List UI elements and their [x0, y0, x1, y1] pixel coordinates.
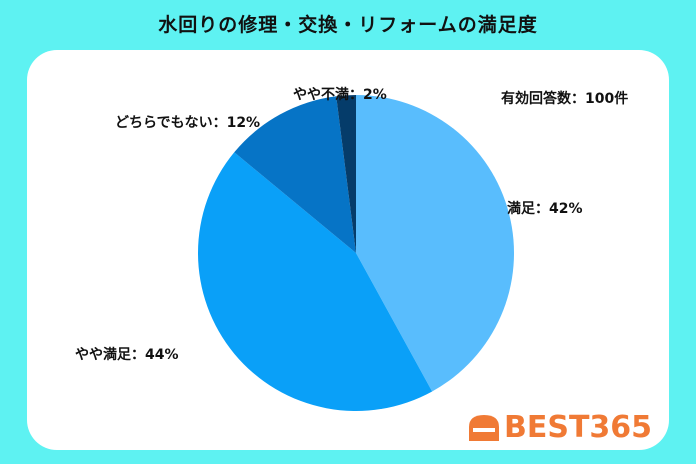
pie-slice-2	[234, 96, 356, 253]
pie-slice-3	[336, 95, 356, 253]
pie-chart	[197, 95, 515, 412]
brand-logo: BEST365	[467, 410, 652, 446]
brand-name: BEST365	[504, 410, 653, 445]
slice-label-yaya-manzoku: やや満足：44%	[75, 347, 179, 363]
respondent-count: 有効回答数：100件	[501, 91, 629, 107]
best365-logo-icon	[469, 415, 499, 441]
pie-slice-1	[197, 152, 433, 412]
slice-label-yaya-fuman: やや不満：2%	[293, 87, 387, 103]
chart-card: 満足：42% やや満足：44% どちらでもない：12% やや不満：2% 有効回答…	[27, 50, 669, 450]
chart-title: 水回りの修理・交換・リフォームの満足度	[158, 14, 538, 36]
slice-label-manzoku: 満足：42%	[507, 201, 583, 217]
pie-slice-0	[356, 95, 515, 392]
slice-label-dochiralabel: どちらでもない：12%	[115, 115, 261, 131]
